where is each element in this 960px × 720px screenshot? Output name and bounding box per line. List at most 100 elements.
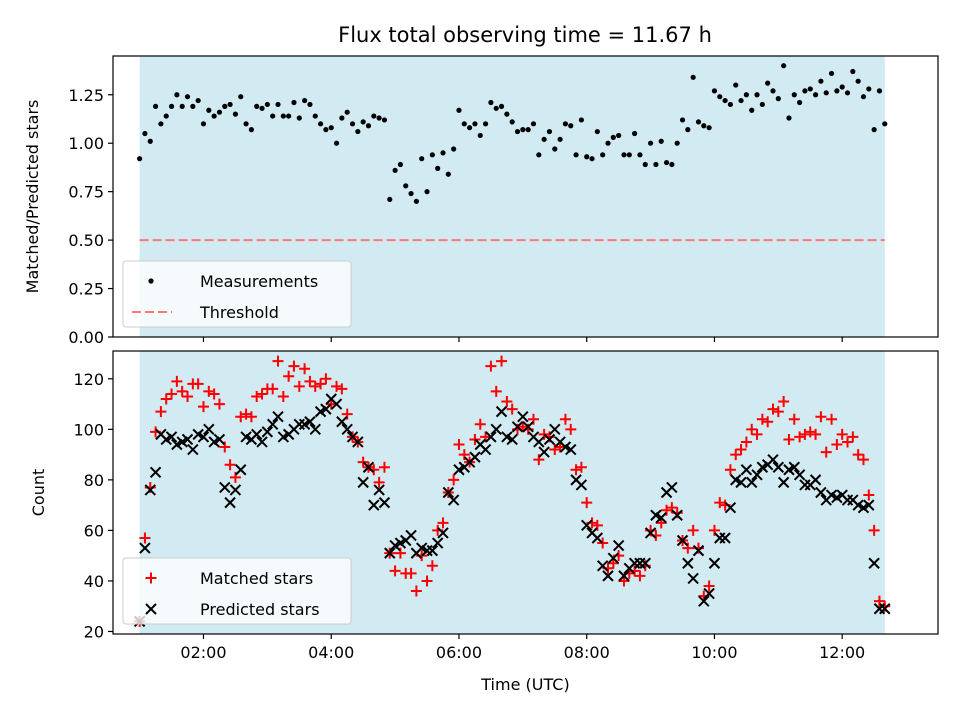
predicted-star-point bbox=[495, 405, 508, 418]
measurement-point bbox=[424, 189, 430, 195]
matched-star-point bbox=[357, 456, 369, 468]
matched-star-point bbox=[788, 413, 800, 425]
measurement-point bbox=[775, 96, 781, 102]
measurement-point bbox=[642, 161, 648, 168]
predicted-star-point bbox=[671, 509, 683, 521]
matched-star-point bbox=[160, 393, 172, 405]
measurement-point bbox=[797, 99, 803, 106]
measurement-point bbox=[658, 138, 664, 144]
measurement-point bbox=[701, 123, 707, 129]
measurement-point bbox=[333, 140, 340, 146]
measurement-point bbox=[355, 128, 361, 135]
measurement-point bbox=[248, 127, 254, 133]
measurement-point bbox=[743, 92, 749, 98]
predicted-star-point bbox=[719, 532, 731, 544]
measurement-point bbox=[722, 97, 728, 104]
measurement-point bbox=[387, 196, 393, 203]
measurement-point bbox=[850, 68, 856, 75]
measurement-point bbox=[254, 103, 260, 109]
matched-star-point bbox=[767, 403, 779, 415]
measurement-point bbox=[307, 101, 313, 108]
predicted-star-point bbox=[368, 499, 380, 511]
matched-star-point bbox=[272, 355, 284, 367]
predicted-star-point bbox=[549, 423, 561, 436]
measurement-point bbox=[493, 105, 499, 111]
measurement-point bbox=[451, 146, 457, 152]
measurement-point bbox=[844, 90, 851, 96]
matched-star-point bbox=[293, 380, 305, 392]
matched-star-point bbox=[437, 517, 449, 529]
measurement-point bbox=[727, 101, 734, 108]
measurement-point bbox=[472, 121, 478, 127]
predicted-star-point bbox=[447, 494, 460, 506]
matched-star-point bbox=[267, 383, 279, 395]
measurement-point bbox=[733, 82, 739, 88]
matched-star-point bbox=[772, 406, 784, 418]
measurement-point bbox=[786, 115, 792, 121]
measurement-point bbox=[280, 113, 286, 119]
predicted-star-point bbox=[575, 479, 588, 491]
predicted-star-point bbox=[565, 443, 577, 456]
predicted-star-point bbox=[378, 496, 391, 509]
measurement-point bbox=[637, 152, 643, 158]
matched-star-point bbox=[831, 438, 843, 450]
measurement-point bbox=[663, 159, 670, 166]
predicted-star-point bbox=[602, 570, 614, 582]
predicted-star-point bbox=[373, 484, 385, 496]
predicted-star-point bbox=[341, 423, 353, 436]
measurement-point bbox=[291, 99, 297, 106]
measurement-point bbox=[498, 103, 505, 109]
matched-star-point bbox=[857, 454, 869, 466]
figure-title: Flux total observing time = 11.67 h bbox=[338, 23, 712, 47]
matched-star-point bbox=[842, 436, 854, 448]
predicted-star-point bbox=[767, 453, 779, 466]
legend-label: Measurements bbox=[200, 272, 318, 291]
measurement-point bbox=[802, 88, 808, 94]
matched-star-point bbox=[192, 378, 204, 390]
measurement-point bbox=[557, 136, 563, 142]
measurement-point bbox=[158, 121, 164, 127]
matched-star-point bbox=[208, 388, 220, 400]
matched-star-point bbox=[405, 567, 417, 579]
predicted-star-point bbox=[362, 461, 375, 473]
measurement-point bbox=[791, 92, 797, 98]
measurement-point bbox=[669, 161, 675, 168]
predicted-star-point bbox=[149, 466, 162, 478]
measurement-point bbox=[392, 167, 398, 173]
matched-star-point bbox=[171, 375, 183, 387]
predicted-star-point bbox=[469, 451, 481, 463]
predicted-star-point bbox=[687, 572, 699, 585]
measurement-point bbox=[541, 136, 547, 142]
predicted-star-point bbox=[384, 547, 396, 559]
measurement-point bbox=[839, 84, 845, 90]
matched-star-point bbox=[565, 423, 577, 435]
measurement-point bbox=[834, 88, 840, 94]
matched-star-point bbox=[756, 413, 768, 425]
measurement-point bbox=[679, 117, 686, 123]
count-panel: 20 40 60 80 100 120 02:00 04:00 06:00 08:00 10:00 1… bbox=[29, 350, 939, 694]
y-tick-label: 40 bbox=[84, 572, 104, 591]
matched-star-point bbox=[453, 438, 465, 450]
predicted-star-point bbox=[746, 476, 758, 489]
predicted-star-point bbox=[607, 552, 620, 564]
matched-star-point bbox=[687, 524, 699, 536]
matched-star-point bbox=[575, 461, 587, 473]
matched-star-point bbox=[714, 497, 726, 509]
x-tick-label: 06:00 bbox=[436, 643, 482, 662]
matched-star-point bbox=[213, 398, 225, 410]
matched-star-point bbox=[559, 413, 571, 425]
predicted-star-point bbox=[165, 431, 178, 443]
predicted-star-point bbox=[479, 443, 492, 456]
measurement-point bbox=[781, 63, 787, 69]
measurement-point bbox=[435, 165, 441, 171]
matched-star-point bbox=[506, 403, 518, 415]
predicted-star-point bbox=[330, 398, 343, 410]
matched-star-point bbox=[277, 390, 289, 402]
predicted-star-point bbox=[581, 519, 593, 532]
matched-star-point bbox=[283, 370, 295, 382]
predicted-star-point bbox=[522, 421, 534, 433]
measurement-point bbox=[163, 113, 169, 119]
measurement-point bbox=[339, 115, 345, 121]
measurement-point bbox=[717, 94, 723, 100]
measurement-point bbox=[264, 101, 270, 108]
